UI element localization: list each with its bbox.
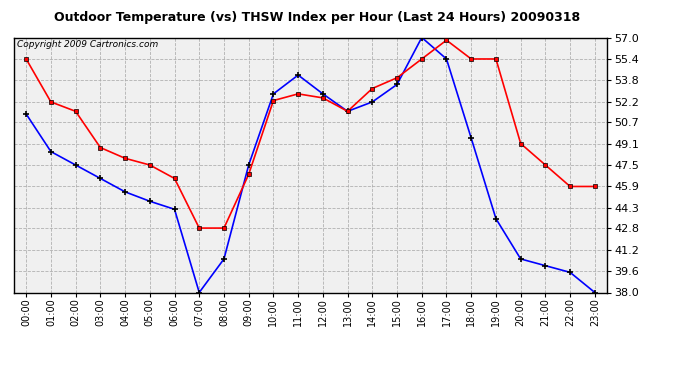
Text: Copyright 2009 Cartronics.com: Copyright 2009 Cartronics.com — [17, 40, 158, 49]
Text: Outdoor Temperature (vs) THSW Index per Hour (Last 24 Hours) 20090318: Outdoor Temperature (vs) THSW Index per … — [55, 11, 580, 24]
